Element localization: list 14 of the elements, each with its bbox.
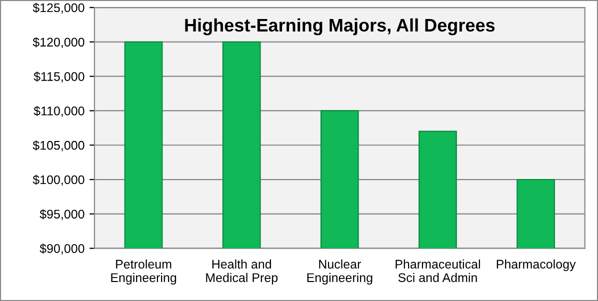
y-tick-label: $115,000 (34, 72, 84, 82)
y-tick-label: $120,000 (32, 37, 84, 48)
y-tick-label: $110,000 (34, 106, 84, 117)
x-tick-label: Nuclear Engineering (307, 259, 372, 285)
x-tick-label: Health and Medical Prep (206, 259, 278, 285)
y-tick-label: $105,000 (32, 140, 84, 152)
text: Highest-Earning Majors, All Degrees (185, 18, 495, 36)
y-tick-label: $90,000 (40, 244, 84, 254)
x-tick-label: Pharmacology (496, 259, 576, 272)
y-tick-label: $100,000 (32, 174, 84, 186)
y-tick-label: $95,000 (40, 209, 84, 220)
x-tick-label: Petroleum Engineering (111, 259, 176, 285)
y-tick-label: $125,000 (32, 2, 84, 14)
x-tick-label: Pharmaceutical Sci and Admin (396, 259, 480, 282)
